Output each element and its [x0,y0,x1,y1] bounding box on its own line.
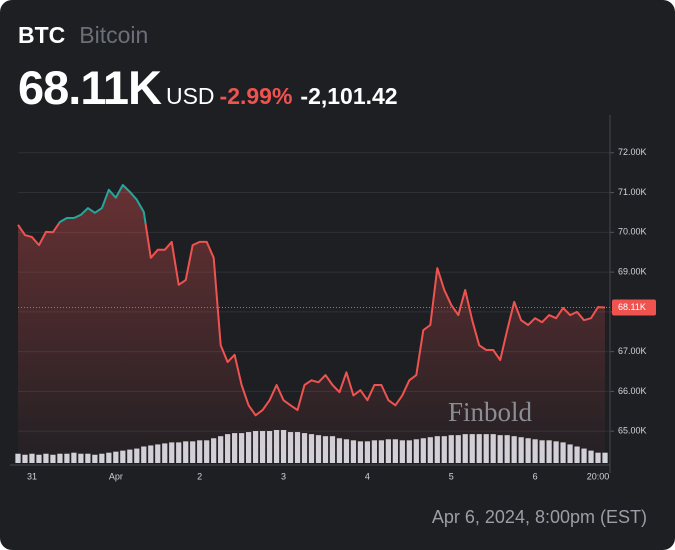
y-tick-label: 65.00K [618,426,647,436]
change: -2,101.42 [300,83,398,109]
y-tick-label: 70.00K [618,227,647,237]
y-tick-label: 67.00K [618,346,647,356]
price: 68.11K [18,61,162,114]
y-tick-label: 69.00K [618,266,647,276]
asset-name: Bitcoin [79,22,149,48]
currency: USD [165,83,215,109]
x-tick-label: 2 [197,471,202,481]
y-tick-label: 66.00K [618,386,647,396]
header-row: BTC Bitcoin [18,22,148,49]
x-tick-label: 5 [449,471,454,481]
change-percent: -2.99% [219,83,293,109]
watermark: Finbold [448,397,533,427]
x-tick-label: 4 [365,471,370,481]
timestamp: Apr 6, 2024, 8:00pm (EST) [431,507,647,527]
price-row: 68.11K USD -2.99% -2,101.42 [18,60,398,115]
x-tick-label: 6 [533,471,538,481]
ticker: BTC [18,22,66,48]
area [18,185,605,463]
price-marker-box [612,299,656,316]
x-tick-label: Apr [109,471,123,481]
x-tick-label: 31 [27,471,37,481]
y-tick-label: 71.00K [618,187,647,197]
x-tick-label: 20:00 [587,471,610,481]
price-line [17,184,606,417]
y-tick-label: 72.00K [618,147,647,157]
price-marker-label: 68.11K [618,302,646,312]
x-tick-label: 3 [281,471,286,481]
